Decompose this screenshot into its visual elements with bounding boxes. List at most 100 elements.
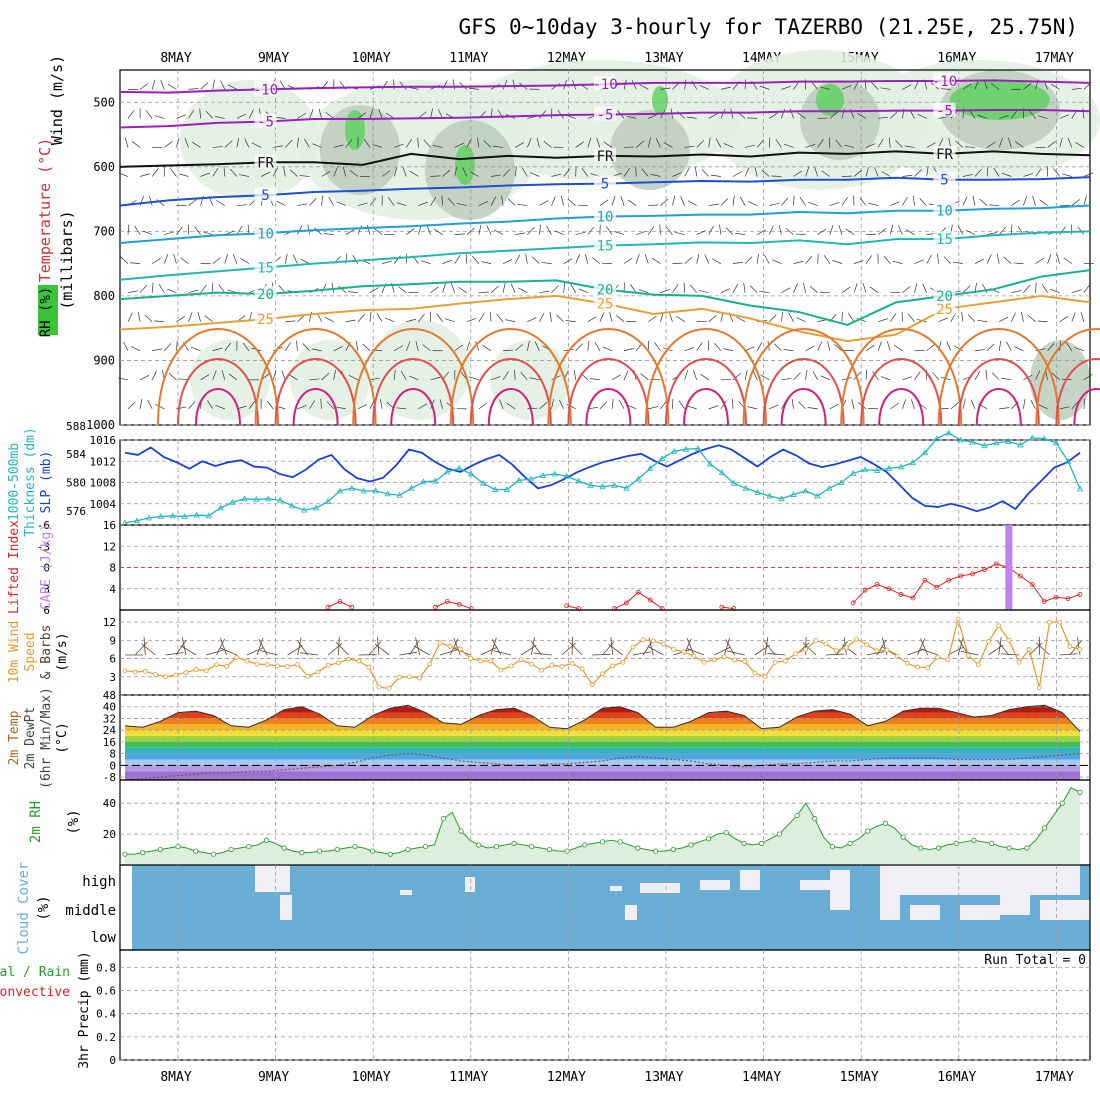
date-label: 10MAY — [352, 51, 391, 66]
wind-barb — [483, 140, 492, 148]
wind-barb — [781, 311, 784, 322]
thickness-point — [157, 513, 164, 519]
wind-barb — [821, 170, 831, 177]
thickness-point — [659, 455, 666, 461]
wind-speed-point — [600, 671, 605, 677]
thickness-tick-label: 580 — [66, 477, 86, 490]
cloud-clear-patch — [880, 895, 900, 920]
wind-barb — [406, 228, 415, 235]
slp-line — [124, 444, 1081, 513]
isotherm-label-bg — [933, 171, 956, 186]
wind-barb — [764, 637, 769, 656]
isotherm-label-bg — [594, 76, 616, 91]
wind-barb — [999, 407, 1010, 410]
wind-barb — [919, 198, 927, 206]
isotherm-label: 10 — [257, 226, 274, 242]
wind-barb — [173, 253, 177, 264]
isotherm-label: 5 — [601, 177, 609, 193]
date-label: 13MAY — [644, 51, 683, 66]
wind-barb — [141, 643, 156, 656]
wind-barb — [964, 146, 976, 148]
temperature-band — [125, 753, 1080, 760]
wind-barb — [127, 290, 138, 294]
wind-barb — [176, 340, 178, 351]
isotherm-label: -10 — [592, 77, 617, 93]
wind-barb — [791, 398, 794, 409]
wind-barb — [732, 398, 734, 409]
thickness-point — [444, 468, 451, 475]
rh-point — [493, 843, 499, 850]
wind-barb — [1067, 138, 1073, 148]
wind-barb — [889, 224, 894, 235]
wind-barb — [304, 138, 310, 148]
li-tick-label: 6 — [43, 604, 50, 617]
wind-barb — [1041, 284, 1048, 293]
wind-barb — [720, 198, 729, 206]
wind-barb — [960, 650, 979, 656]
li-point — [862, 587, 868, 593]
thickness-point — [1041, 435, 1048, 441]
wind-barb — [300, 652, 319, 656]
wind-barb — [873, 167, 879, 177]
wind-barb — [641, 168, 649, 177]
wind-barb — [1014, 346, 1024, 352]
wind-barb — [744, 79, 746, 90]
wind-barb — [336, 201, 346, 206]
wind-barb — [335, 641, 349, 656]
wind-barb — [720, 288, 731, 294]
wind-barb — [369, 197, 377, 206]
thickness-point — [563, 472, 570, 479]
li-point — [982, 567, 987, 573]
wind-barb — [932, 371, 939, 381]
wind-barb — [977, 319, 988, 323]
wind-speed-point — [915, 664, 920, 670]
wind-barb — [890, 313, 897, 322]
thickness-point — [599, 483, 606, 490]
li-tick-label: -6 — [37, 519, 50, 532]
axis-label-cloud-1: Cloud Cover — [16, 862, 32, 955]
wind-barb — [952, 261, 963, 264]
wind-barb — [914, 169, 922, 177]
wind-barb — [248, 400, 256, 410]
wind-barb — [309, 109, 314, 119]
warm-contour — [840, 328, 963, 426]
wind-barb — [560, 195, 564, 206]
wind-barb — [490, 376, 501, 381]
wind-barb — [393, 166, 398, 177]
wind-speed-point — [366, 664, 372, 670]
wind-speed-point — [335, 660, 341, 666]
wind-barb — [587, 137, 592, 148]
wind-barb — [276, 200, 286, 206]
wind-barb — [137, 311, 141, 322]
li-line — [721, 606, 734, 610]
wind-speed-point — [528, 661, 534, 667]
thickness-point — [288, 502, 296, 509]
precip-tick-label: 0.2 — [96, 1031, 116, 1044]
wind-barb — [696, 230, 706, 235]
wind-barb — [988, 644, 1004, 656]
axis-label-thickness-2: Thickness (dm) — [23, 427, 38, 537]
pressure-tick-label: 600 — [93, 160, 115, 174]
thickness-point — [372, 487, 379, 494]
wind-barb — [139, 398, 143, 409]
wind-barb — [400, 371, 407, 380]
precip-panel: 0 0.2 0.4 0.6 0.8 Run Total = 0 — [96, 949, 1091, 1067]
wind-barb — [478, 291, 489, 294]
wind-speed-point — [762, 674, 768, 680]
thickness-point — [229, 499, 236, 505]
wind-barb — [543, 140, 552, 148]
rh-point — [1042, 825, 1048, 831]
wind-barb — [521, 644, 537, 656]
wind-barb — [539, 402, 548, 410]
wind-barb — [878, 318, 888, 323]
wind-barb — [710, 174, 721, 177]
wind-speed-point — [986, 639, 991, 644]
temperature-band — [125, 765, 1080, 772]
wind-speed-point — [610, 663, 616, 669]
warm-contour — [742, 328, 865, 426]
wind-barb — [690, 284, 697, 293]
rh-shading — [180, 80, 320, 200]
wind-barb — [272, 167, 279, 177]
wind-barb — [551, 285, 559, 293]
